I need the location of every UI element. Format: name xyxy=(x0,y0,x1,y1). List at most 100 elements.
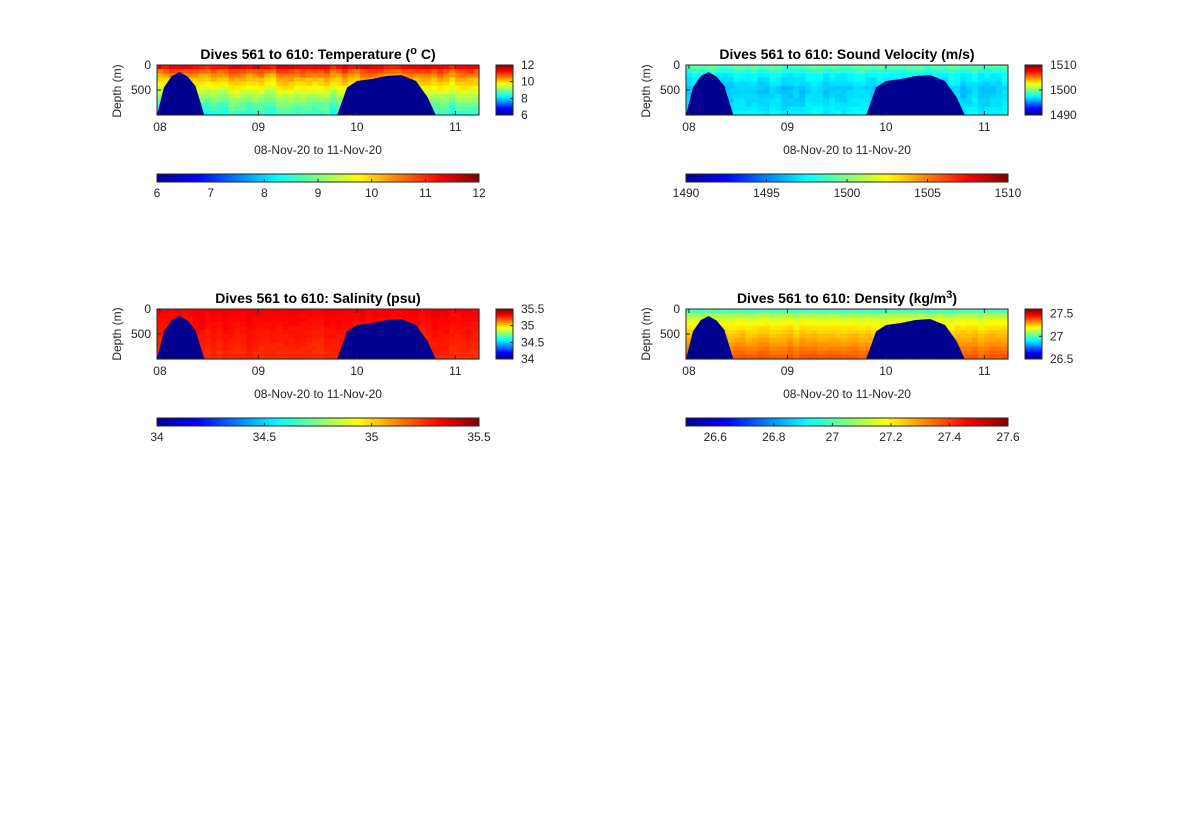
heatmap-cell xyxy=(407,65,414,70)
heatmap-cell xyxy=(787,346,794,352)
heatmap-cell xyxy=(930,73,938,79)
heatmap-cell xyxy=(870,313,878,318)
heatmap-cell xyxy=(727,73,735,79)
heatmap-cell xyxy=(978,65,985,70)
heatmap-cell xyxy=(270,77,277,83)
heatmap-cell xyxy=(294,106,301,112)
heatmap-cell xyxy=(323,321,331,327)
heatmap-cell xyxy=(978,69,985,74)
heatmap-cell xyxy=(835,73,842,79)
heatmap-cell xyxy=(954,325,961,331)
heatmap-cell xyxy=(353,73,361,79)
heatmap-cell xyxy=(162,77,170,83)
heatmap-cell xyxy=(228,73,236,79)
heatmap-cell xyxy=(264,77,271,83)
heatmap-cell xyxy=(745,325,753,331)
heatmap-cell xyxy=(222,106,230,112)
heatmap-cell xyxy=(769,350,777,356)
heatmap-cell xyxy=(413,313,420,318)
heatmap-cell xyxy=(335,329,343,335)
heatmap-cell xyxy=(461,313,468,318)
x-axis-label: 08-Nov-20 to 11-Nov-20 xyxy=(783,143,911,157)
heatmap-cell xyxy=(323,106,331,112)
heatmap-cell xyxy=(966,313,973,318)
heatmap-cell xyxy=(882,73,890,79)
heatmap-cell xyxy=(240,350,248,356)
heatmap-cell xyxy=(329,81,337,87)
heatmap-cell xyxy=(431,334,438,339)
heatmap-cell xyxy=(264,321,271,327)
heatmap-cell xyxy=(425,77,432,83)
heatmap-cell xyxy=(936,317,943,323)
heatmap-cell xyxy=(234,73,242,79)
heatmap-cell xyxy=(1002,325,1009,331)
bottom-colorbar: 1490 1495 1500 1505 1510 xyxy=(673,173,1022,200)
heatmap-cell xyxy=(763,317,771,323)
heatmap-cell xyxy=(198,94,206,99)
heatmap-cell xyxy=(306,73,313,79)
heatmap-cell xyxy=(467,73,474,79)
heatmap-cell xyxy=(829,69,836,74)
heatmap-cell xyxy=(234,65,242,70)
heatmap-cell xyxy=(954,81,961,87)
heatmap-cell xyxy=(228,350,236,356)
y-tick-label: 0 xyxy=(673,58,680,72)
heatmap-cell xyxy=(264,338,271,343)
heatmap-cell xyxy=(157,313,164,318)
heatmap-cell xyxy=(365,309,373,314)
heatmap-cell xyxy=(216,317,224,323)
colorbar-tick-label: 35.5 xyxy=(467,430,491,444)
heatmap-cell xyxy=(443,329,450,335)
heatmap-cell xyxy=(858,65,866,70)
heatmap-cell xyxy=(216,69,224,74)
heatmap-cell xyxy=(329,325,337,331)
heatmap-cell xyxy=(335,102,343,108)
heatmap-cell xyxy=(805,350,812,356)
heatmap-cell xyxy=(198,69,206,74)
heatmap-cell xyxy=(347,321,355,327)
heatmap-cell xyxy=(329,329,337,335)
heatmap-cell xyxy=(455,313,462,318)
heatmap-cell xyxy=(419,309,426,314)
heatmap-cell xyxy=(323,338,331,343)
heatmap-cell xyxy=(264,73,271,79)
heatmap-cell xyxy=(787,334,794,339)
heatmap-cell xyxy=(323,110,331,116)
heatmap-cell xyxy=(276,342,283,348)
heatmap-cell xyxy=(1002,94,1009,99)
heatmap-cell xyxy=(841,329,848,335)
heatmap-cell xyxy=(727,81,735,87)
heatmap-cell xyxy=(473,346,480,352)
heatmap-cell xyxy=(978,342,985,348)
heatmap-cell xyxy=(727,325,735,331)
heatmap-cell xyxy=(686,329,693,335)
heatmap-cell xyxy=(347,69,355,74)
heatmap-cell xyxy=(306,325,313,331)
heatmap-cell xyxy=(389,309,397,314)
heatmap-cell xyxy=(996,317,1003,323)
heatmap-cell xyxy=(972,350,979,356)
heatmap-cell xyxy=(467,342,474,348)
heatmap-cell xyxy=(419,69,426,74)
heatmap-cell xyxy=(966,350,973,356)
heatmap-cell xyxy=(192,73,200,79)
heatmap-cell xyxy=(763,77,771,83)
heatmap-cell xyxy=(972,106,979,112)
heatmap-cell xyxy=(954,329,961,335)
heatmap-cell xyxy=(318,321,325,327)
heatmap-cell xyxy=(276,321,283,327)
heatmap-cell xyxy=(246,73,253,79)
x-tick-label: 11 xyxy=(978,364,991,378)
heatmap-cell xyxy=(948,317,955,323)
heatmap-cell xyxy=(240,73,248,79)
heatmap-cell xyxy=(686,69,693,74)
heatmap-cell xyxy=(1002,338,1009,343)
heatmap-cell xyxy=(912,65,920,70)
heatmap-cell xyxy=(733,106,741,112)
heatmap-cell xyxy=(455,346,462,352)
heatmap-cell xyxy=(425,90,432,95)
heatmap-cell xyxy=(817,81,824,87)
heatmap-cell xyxy=(900,313,908,318)
heatmap-cell xyxy=(787,94,794,99)
heatmap-cell xyxy=(318,110,325,116)
